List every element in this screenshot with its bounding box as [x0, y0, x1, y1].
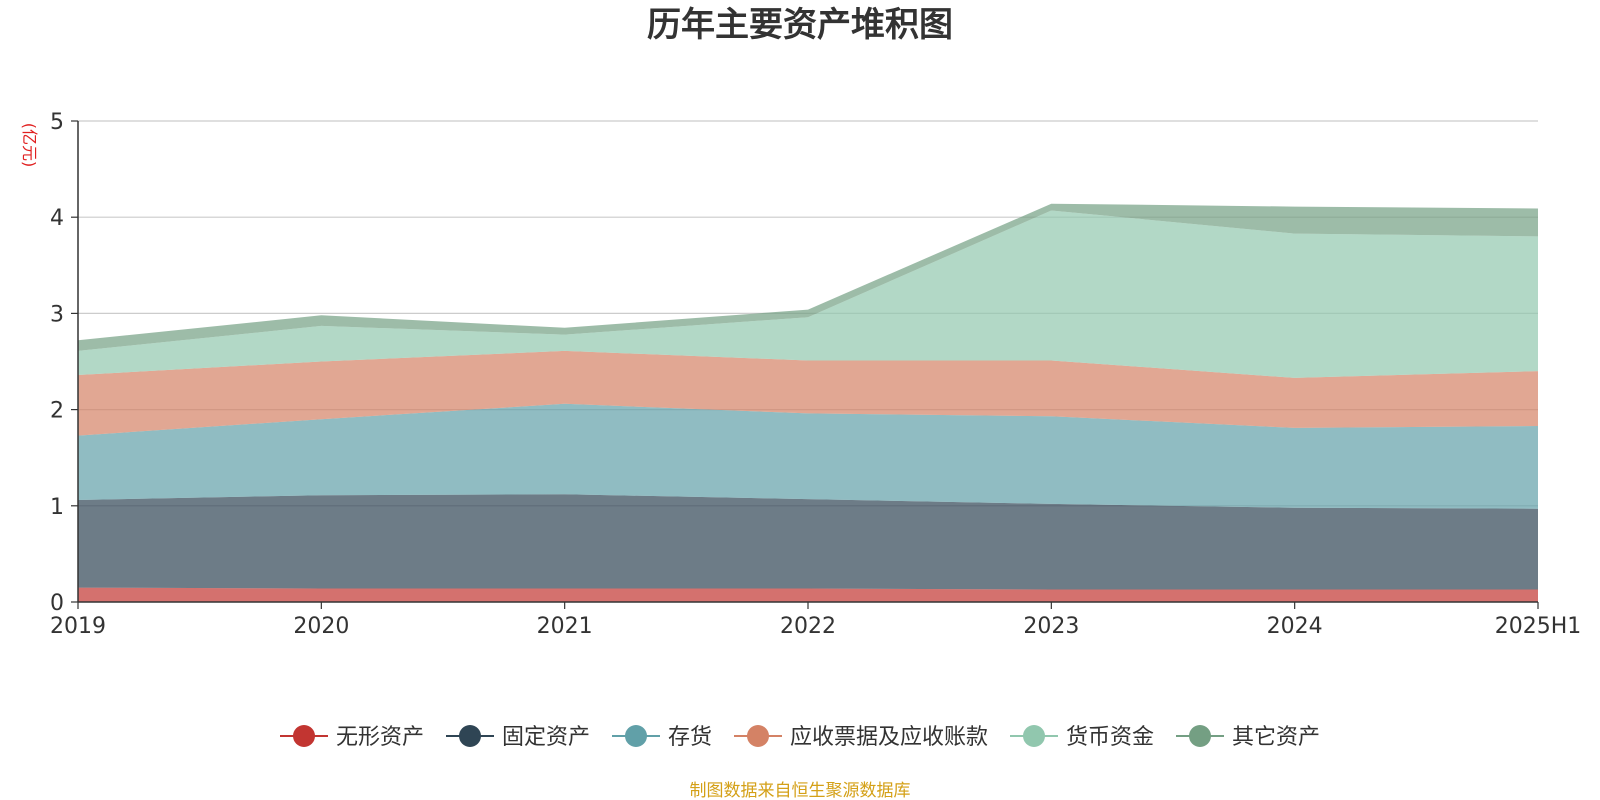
y-tick-label: 2 — [50, 399, 64, 424]
legend: 无形资产 固定资产 存货 应收票据及应收账款 货币资金 其它资产 — [280, 725, 1320, 750]
area-series-5 — [78, 203, 1538, 351]
legend-label: 无形资产 — [336, 725, 424, 750]
y-tick-label: 1 — [50, 495, 64, 520]
area-series-1 — [78, 494, 1538, 590]
x-tick-label: 2021 — [537, 614, 593, 639]
x-tick-label: 2019 — [50, 614, 106, 639]
legend-label: 存货 — [668, 725, 712, 750]
legend-marker — [747, 725, 769, 747]
axes: 0 1 2 3 4 5 2019 2020 2021 2022 2023 2024 2025H1 — [50, 110, 1581, 639]
area-series-2 — [78, 403, 1538, 509]
legend-label: 固定资产 — [502, 725, 590, 750]
legend-marker — [459, 725, 481, 747]
legend-item[interactable]: 固定资产 — [446, 725, 590, 750]
legend-label: 其它资产 — [1232, 725, 1320, 750]
x-tick-label: 2024 — [1267, 614, 1323, 639]
legend-marker — [1023, 725, 1045, 747]
chart-title: 历年主要资产堆积图 — [647, 5, 953, 45]
area-series-0 — [78, 587, 1538, 602]
x-tick-label: 2025H1 — [1495, 614, 1582, 639]
legend-marker — [1189, 725, 1211, 747]
area-series-3 — [78, 350, 1538, 436]
y-tick-label: 0 — [50, 591, 64, 616]
area-series — [78, 203, 1538, 602]
y-axis-unit: (亿元) — [20, 123, 39, 168]
x-tick-label: 2022 — [780, 614, 836, 639]
y-tick-label: 5 — [50, 110, 64, 135]
legend-item[interactable]: 存货 — [612, 725, 712, 750]
area-series-4 — [78, 210, 1538, 378]
legend-label: 应收票据及应收账款 — [790, 725, 988, 750]
y-tick-label: 3 — [50, 302, 64, 327]
legend-item[interactable]: 应收票据及应收账款 — [734, 725, 988, 750]
legend-item[interactable]: 无形资产 — [280, 725, 424, 750]
y-tick-label: 4 — [50, 206, 64, 231]
legend-marker — [293, 725, 315, 747]
legend-item[interactable]: 货币资金 — [1010, 725, 1154, 750]
legend-item[interactable]: 其它资产 — [1176, 725, 1320, 750]
legend-marker — [625, 725, 647, 747]
source-note: 制图数据来自恒生聚源数据库 — [690, 781, 911, 800]
legend-label: 货币资金 — [1066, 725, 1154, 750]
x-tick-label: 2020 — [293, 614, 349, 639]
x-tick-label: 2023 — [1023, 614, 1079, 639]
